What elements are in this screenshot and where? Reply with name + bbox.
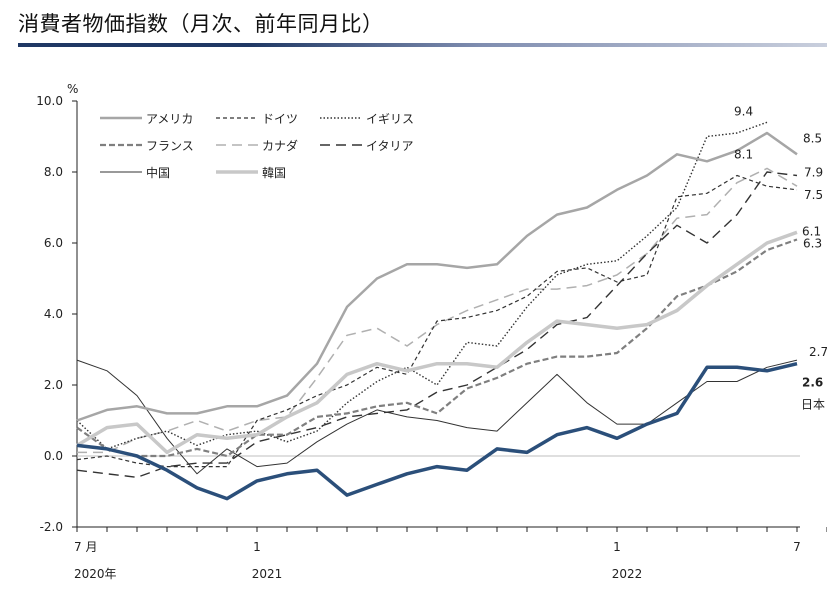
series-line-イタリア [76,171,798,478]
legend-label: ドイツ [262,112,298,126]
end-value-label: 2.7 [809,345,827,359]
end-value-label: 2.6 [802,376,823,390]
legend-label: アメリカ [146,112,193,126]
y-tick-label: 10.0 [36,94,63,108]
end-value-label: 7.5 [804,188,823,202]
x-year-label: 2022 [612,567,643,581]
y-tick-label: 8.0 [44,165,63,179]
series-line-アメリカ [76,131,798,422]
x-year-label: 2020年 [74,567,117,581]
legend-label: イタリア [366,139,414,153]
end-value-label: 8.1 [734,147,753,161]
title-underline [18,43,827,47]
y-tick-label: 4.0 [44,307,63,321]
end-value-label: 7.9 [804,166,823,180]
chart-title: 消費者物価指数（月次、前年同月比） [18,12,384,36]
series-line-カナダ [77,167,798,454]
end-value-label: 8.5 [803,131,822,145]
x-tick-label: 7 [793,540,801,554]
legend-label: イギリス [366,112,414,126]
y-tick-label: 2.0 [44,378,63,392]
y-tick-label: -2.0 [40,520,63,534]
series-line-日本 [76,361,798,501]
x-tick-label: 1 [613,540,621,554]
legend-label: カナダ [262,138,298,153]
title-underline-gradient [248,43,827,47]
title-underline-dark [18,43,248,47]
series-line-中国 [76,359,798,475]
y-tick-label: 0.0 [44,449,63,463]
series-line-フランス [76,238,798,458]
x-tick-label: 1 [253,540,261,554]
end-value-label: 9.4 [734,104,753,118]
legend-label: 韓国 [262,166,286,180]
x-year-label: 2021 [252,567,283,581]
series-line-ドイツ [76,174,798,468]
end-value-label: 日本 [801,398,825,412]
series-line-韓国 [76,230,798,455]
y-unit-label: % [67,82,78,96]
end-value-label: 6.3 [803,236,822,250]
x-tick-label: 7 月 [74,540,97,554]
y-tick-label: 6.0 [44,236,63,250]
legend-label: フランス [146,139,194,153]
end-value-label: 6.1 [802,224,821,238]
series-line-イギリス [76,121,768,450]
legend-label: 中国 [146,165,170,180]
